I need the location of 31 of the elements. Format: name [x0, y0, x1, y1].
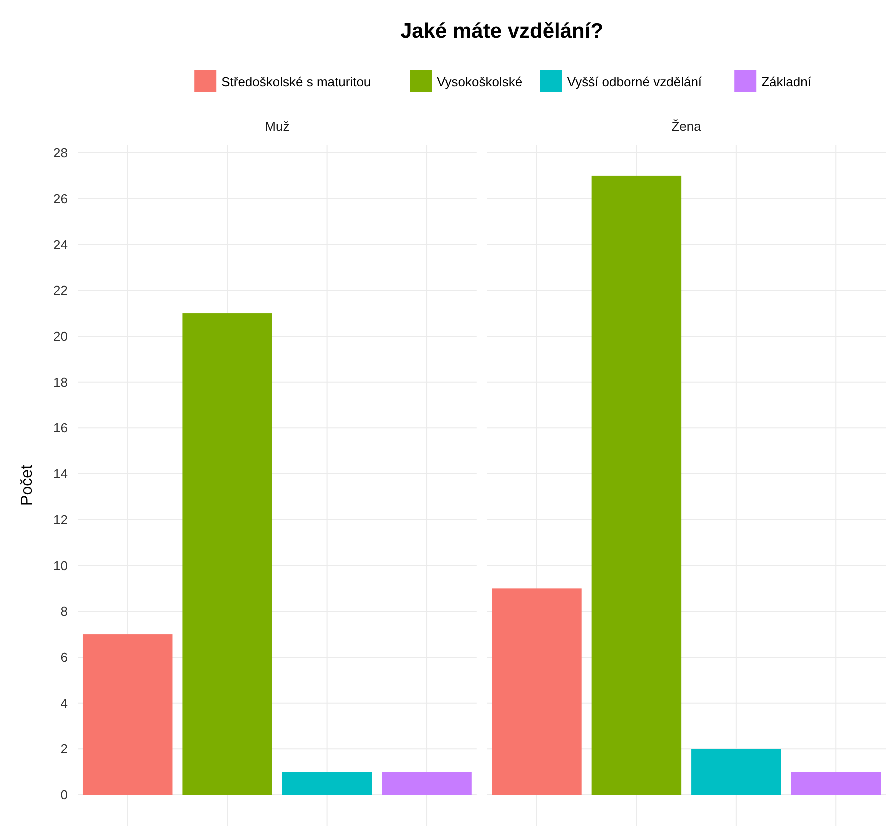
y-tick-label: 10 [54, 558, 68, 574]
y-tick-label: 16 [54, 420, 68, 436]
y-tick-label: 18 [54, 374, 68, 390]
x-tick-label: Muž [265, 119, 290, 134]
y-tick-label: 24 [54, 237, 68, 252]
y-tick-label: 2 [60, 742, 68, 757]
legend-label: Vyšší odborné vzdělání [567, 74, 702, 90]
bar [182, 314, 272, 796]
bar [791, 772, 882, 796]
y-tick-label: 14 [54, 466, 68, 482]
y-axis-title: Počet [19, 464, 36, 506]
y-tick-label: 12 [54, 512, 68, 528]
y-tick-label: 28 [54, 146, 68, 161]
y-tick-label: 6 [60, 650, 68, 666]
y-tick-label: 26 [54, 191, 68, 206]
bar [692, 749, 782, 796]
legend-label: Základní [762, 74, 812, 90]
y-tick-label: 20 [54, 329, 68, 344]
chart-title: Jaké máte vzdělání? [400, 20, 604, 43]
bar [592, 176, 682, 796]
bar [82, 634, 173, 796]
legend-label: Vysokoškolské [437, 74, 523, 90]
y-tick-label: 4 [60, 696, 68, 711]
y-tick-label: 22 [54, 283, 68, 298]
bar [492, 588, 582, 796]
bar [382, 772, 472, 796]
bar [282, 772, 372, 796]
x-tick-label: Žena [672, 119, 702, 134]
legend-label: Středoškolské s maturitou [222, 74, 372, 90]
y-tick-label: 8 [60, 604, 68, 620]
y-tick-label: 0 [60, 788, 68, 803]
